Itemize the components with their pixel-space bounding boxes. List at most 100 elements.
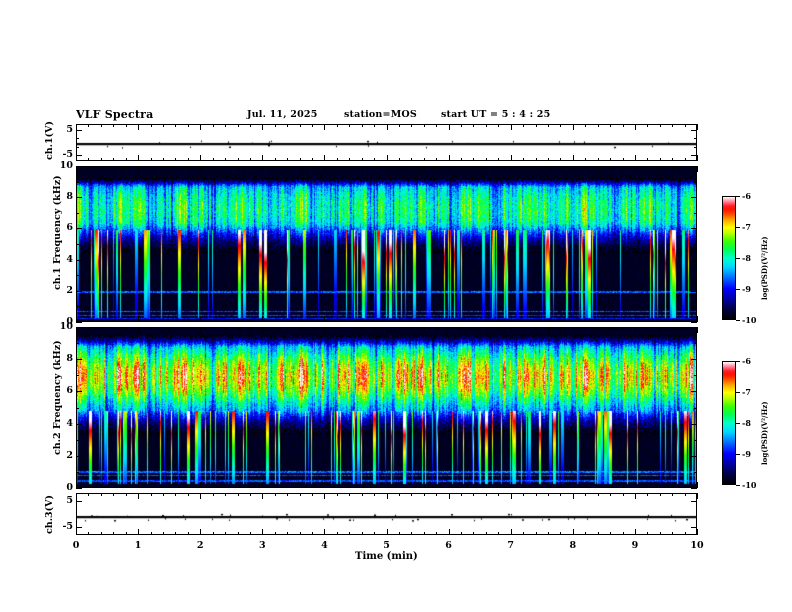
x-tick xyxy=(647,124,649,128)
x-tick xyxy=(436,124,438,128)
x-tick xyxy=(150,493,152,497)
colorbar-tick xyxy=(736,392,740,393)
panel-ch2-spectrogram xyxy=(76,327,697,488)
x-tick xyxy=(299,124,301,128)
x-tick xyxy=(336,124,338,128)
colorbar-ch2 xyxy=(722,361,736,485)
x-tick xyxy=(597,124,599,128)
y-tick xyxy=(691,423,697,425)
x-tick xyxy=(423,318,425,322)
colorbar-tick-label: -9 xyxy=(742,449,751,459)
x-tick xyxy=(299,484,301,488)
x-tick xyxy=(485,484,487,488)
x-tick xyxy=(138,482,140,488)
x-tick-label: 3 xyxy=(258,540,266,551)
y-tick xyxy=(691,391,697,393)
x-tick xyxy=(622,166,624,170)
x-tick xyxy=(398,157,400,161)
x-tick xyxy=(361,327,363,331)
x-tick xyxy=(610,124,612,128)
x-tick xyxy=(262,482,264,488)
x-tick xyxy=(336,493,338,497)
x-tick xyxy=(138,166,140,172)
x-tick xyxy=(647,157,649,161)
y-tick xyxy=(76,439,80,441)
x-tick xyxy=(138,124,140,130)
x-tick xyxy=(200,155,202,161)
x-tick xyxy=(361,124,363,128)
x-tick xyxy=(498,531,500,535)
x-tick xyxy=(535,318,537,322)
x-tick xyxy=(349,327,351,331)
x-tick xyxy=(398,124,400,128)
x-tick xyxy=(125,531,127,535)
x-tick xyxy=(113,157,115,161)
y-tick xyxy=(76,343,80,345)
x-tick xyxy=(461,124,462,128)
x-tick xyxy=(125,327,127,331)
x-tick xyxy=(585,166,587,170)
x-tick xyxy=(634,155,636,161)
x-tick xyxy=(88,484,90,488)
x-tick xyxy=(187,124,189,128)
x-tick xyxy=(187,166,189,170)
y-tick xyxy=(76,181,80,183)
x-tick xyxy=(548,484,549,488)
x-tick xyxy=(324,493,326,499)
x-tick xyxy=(212,531,214,535)
x-tick xyxy=(684,484,686,488)
colorbar-ch1-label: log(PSD)(V²/Hz) xyxy=(760,236,769,300)
x-tick xyxy=(162,493,164,497)
x-tick xyxy=(659,327,661,331)
x-tick xyxy=(560,531,562,535)
x-tick xyxy=(175,318,177,322)
x-tick xyxy=(287,124,289,128)
x-tick xyxy=(411,157,413,161)
colorbar-tick xyxy=(736,289,740,290)
x-tick xyxy=(448,124,450,130)
x-tick xyxy=(672,484,674,488)
x-tick xyxy=(287,318,289,322)
colorbar-ch2-gradient xyxy=(723,362,735,484)
x-tick xyxy=(76,327,77,333)
x-tick xyxy=(560,157,562,161)
x-tick xyxy=(100,327,102,331)
x-tick xyxy=(572,529,574,535)
y-tick xyxy=(691,455,697,457)
colorbar-tick-label: -8 xyxy=(742,253,751,263)
y-tick-label: 8 xyxy=(66,191,73,203)
x-tick xyxy=(349,531,351,535)
x-tick xyxy=(175,493,177,497)
x-tick xyxy=(125,493,127,497)
x-tick xyxy=(76,482,77,488)
x-tick xyxy=(237,484,239,488)
x-tick xyxy=(523,157,525,161)
x-tick xyxy=(200,316,202,322)
x-tick xyxy=(585,327,587,331)
y-tick xyxy=(76,423,82,425)
x-tick xyxy=(287,166,289,170)
y-tick-minor xyxy=(693,138,697,140)
x-tick xyxy=(548,493,549,497)
y-tick xyxy=(76,228,82,230)
colorbar-tick xyxy=(736,227,740,228)
y-tick xyxy=(693,407,697,409)
x-tick xyxy=(312,484,313,488)
x-tick xyxy=(386,124,388,130)
x-tick xyxy=(634,482,636,488)
x-tick xyxy=(287,531,289,535)
x-tick xyxy=(262,327,264,333)
x-tick xyxy=(684,157,686,161)
y-tick xyxy=(691,359,697,361)
x-tick xyxy=(175,327,177,331)
x-tick xyxy=(324,327,326,333)
x-tick xyxy=(473,493,475,497)
x-tick xyxy=(262,166,264,172)
x-tick xyxy=(76,529,77,535)
x-tick xyxy=(237,531,239,535)
x-tick xyxy=(200,166,202,172)
figure-date: Jul. 11, 2025 xyxy=(247,109,318,120)
x-tick xyxy=(187,157,189,161)
x-tick xyxy=(572,482,574,488)
x-tick xyxy=(349,166,351,170)
